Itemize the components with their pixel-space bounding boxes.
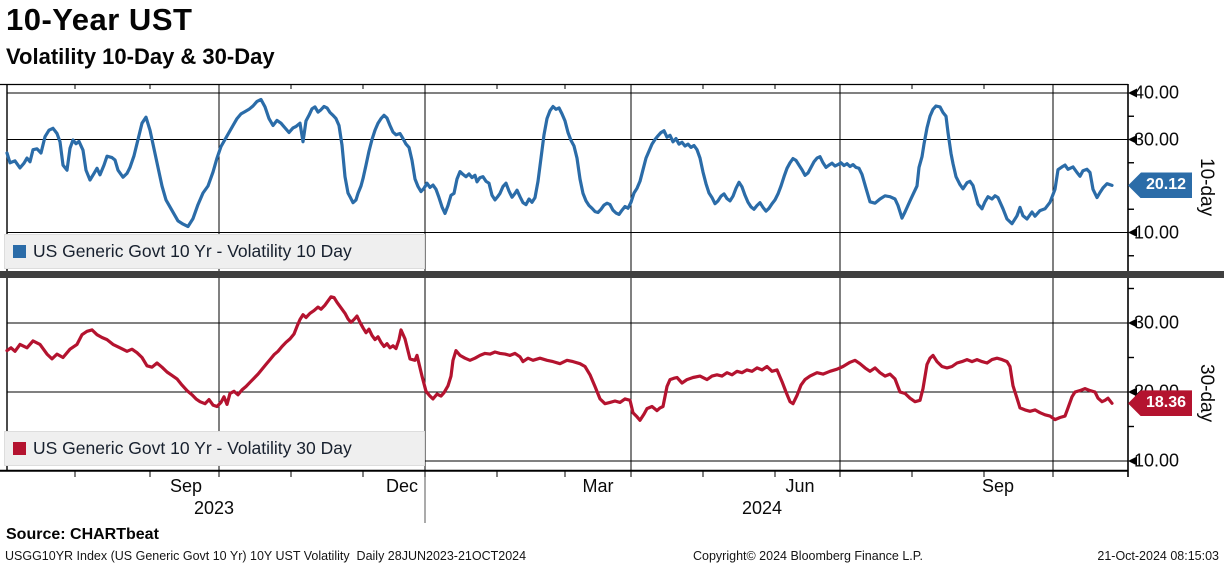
page-title: 10-Year UST (6, 2, 193, 37)
xtick-year: 2024 (741, 498, 783, 518)
legend-swatch-blue (13, 245, 26, 258)
last-value-badge-30day: 18.36 (1128, 390, 1192, 417)
right-axis-title-10day: 10-day (1196, 157, 1217, 217)
legend-label-30day: US Generic Govt 10 Yr - Volatility 30 Da… (33, 438, 352, 458)
last-value-badge-10day: 20.12 (1128, 172, 1192, 199)
xtick-month: Mar (582, 476, 614, 496)
ytick-bottom-10.00: 10.00 (1134, 450, 1180, 471)
ytick-bottom-30.00: 30.00 (1134, 312, 1180, 333)
xtick-month: Jun (785, 476, 815, 496)
source-label: Source: CHARTbeat (6, 526, 159, 543)
legend-30day: US Generic Govt 10 Yr - Volatility 30 Da… (4, 431, 425, 466)
legend-10day: US Generic Govt 10 Yr - Volatility 10 Da… (4, 234, 425, 269)
legend-swatch-red (13, 442, 26, 455)
xtick-month: Dec (385, 476, 419, 496)
footer-timestamp: 21-Oct-2024 08:15:03 (1097, 549, 1219, 563)
ytick-top-30.00: 30.00 (1134, 129, 1180, 149)
xtick-year: 2023 (193, 498, 235, 518)
legend-label-10day: US Generic Govt 10 Yr - Volatility 10 Da… (33, 241, 352, 261)
xtick-month: Sep (981, 476, 1015, 496)
ytick-top-40.00: 40.00 (1134, 82, 1180, 103)
xtick-month: Sep (169, 476, 203, 496)
footer-ticker-info: USGG10YR Index (US Generic Govt 10 Yr) 1… (5, 549, 527, 563)
chart-subtitle: Volatility 10-Day & 30-Day (6, 44, 275, 69)
right-axis-title-30day: 30-day (1196, 363, 1217, 423)
ytick-top-10.00: 10.00 (1134, 222, 1180, 242)
footer-copyright: Copyright© 2024 Bloomberg Finance L.P. (693, 549, 923, 563)
